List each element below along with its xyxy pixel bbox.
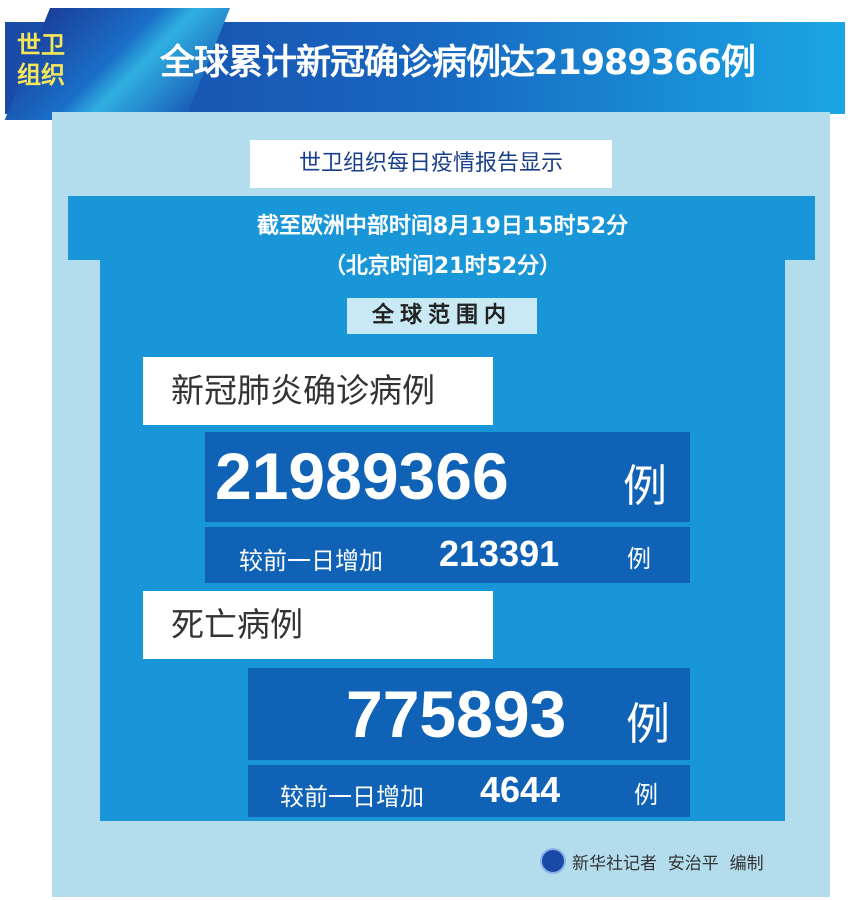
deaths-total: 775893 <box>346 677 567 751</box>
deaths-total-box: 775893 例 <box>248 668 690 760</box>
confirmed-unit: 例 <box>623 461 667 512</box>
time-beijing: （北京时间21时52分） <box>323 254 562 279</box>
deaths-label: 死亡病例 <box>143 591 493 659</box>
badge-line2: 组织 <box>17 61 65 89</box>
confirmed-increase-unit: 例 <box>627 545 651 573</box>
deaths-increase-label: 较前一日增加 <box>280 783 424 811</box>
page-title: 全球累计新冠确诊病例达21989366例 <box>160 43 756 83</box>
deaths-increase: 4644 <box>480 769 561 810</box>
subtitle: 世卫组织每日疫情报告显示 <box>250 140 612 188</box>
footer-credit: 新华社记者 安治平 编制 <box>540 848 764 874</box>
confirmed-increase-label: 较前一日增加 <box>239 547 383 575</box>
time-cet: 截至欧洲中部时间8月19日15时52分 <box>256 214 629 239</box>
deaths-unit: 例 <box>626 699 670 750</box>
confirmed-increase: 213391 <box>439 533 560 574</box>
confirmed-increase-box: 较前一日增加 213391 例 <box>205 527 690 583</box>
deaths-increase-box: 较前一日增加 4644 例 <box>248 765 690 817</box>
confirmed-total: 21989366 <box>215 439 509 513</box>
scope-label: 全球范围内 <box>347 298 537 334</box>
confirmed-label: 新冠肺炎确诊病例 <box>143 357 493 425</box>
badge-line1: 世卫 <box>17 31 65 59</box>
deaths-increase-unit: 例 <box>634 781 658 809</box>
credit-text: 新华社记者 安治平 编制 <box>572 853 764 874</box>
confirmed-total-box: 21989366 例 <box>205 432 690 522</box>
xinhua-logo-icon <box>540 848 566 874</box>
who-badge: 世卫 组织 <box>10 30 72 102</box>
